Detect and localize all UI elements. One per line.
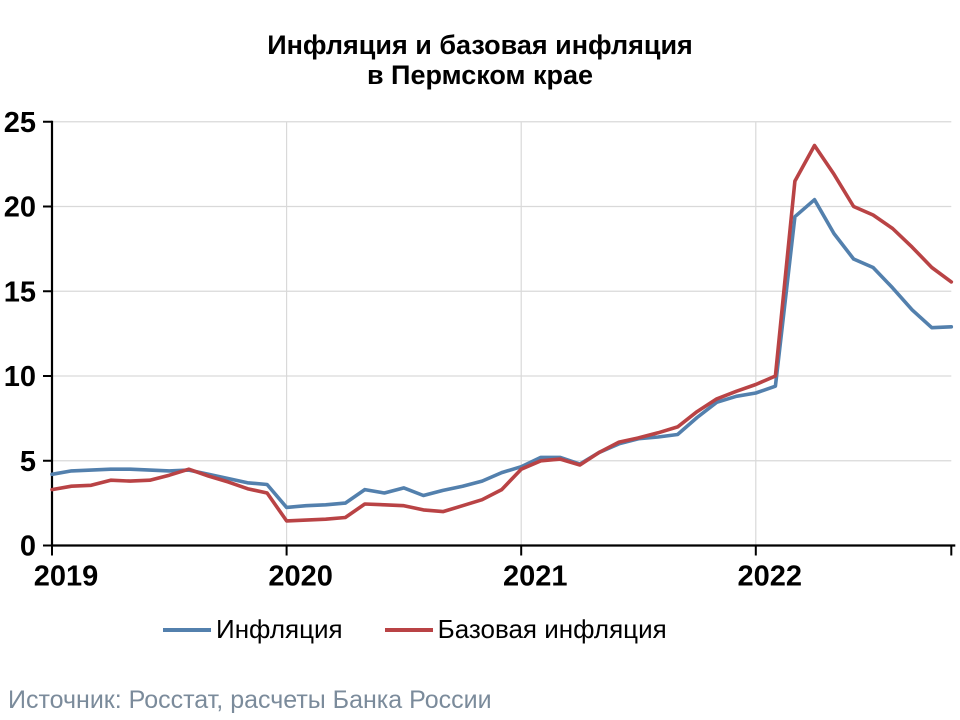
core-inflation-line-swatch-icon <box>384 627 433 632</box>
legend-item-inflation: Инфляция <box>163 614 343 645</box>
chart-title-line1: Инфляция и базовая инфляция <box>267 30 693 60</box>
legend-label-inflation: Инфляция <box>216 614 343 644</box>
y-tick-label: 5 <box>20 446 36 478</box>
x-tick-label: 2019 <box>34 561 99 593</box>
legend-item-core-inflation: Базовая инфляция <box>384 614 667 645</box>
y-tick-label: 25 <box>4 107 36 139</box>
chart-title-line2: в Пермском крае <box>366 60 594 90</box>
inflation-line-swatch-icon <box>163 627 211 632</box>
x-tick-label: 2021 <box>503 561 568 593</box>
line-chart: 0 5 10 15 20 25 2019 2020 2021 2022 <box>4 107 956 593</box>
y-tick-label: 15 <box>4 276 36 308</box>
source-note: Источник: Росстат, расчеты Банка России <box>8 686 492 714</box>
chart-legend: Инфляция Базовая инфляция <box>163 614 667 645</box>
x-tick-label: 2020 <box>268 561 333 593</box>
legend-label-core-inflation: Базовая инфляция <box>437 614 667 644</box>
y-tick-label: 10 <box>4 361 36 393</box>
y-tick-label: 0 <box>20 531 36 563</box>
y-tick-label: 20 <box>4 192 36 224</box>
x-tick-label: 2022 <box>738 561 803 593</box>
core-inflation-series-line <box>50 143 954 523</box>
chart-title: Инфляция и базовая инфляция в Пермском к… <box>0 30 960 90</box>
